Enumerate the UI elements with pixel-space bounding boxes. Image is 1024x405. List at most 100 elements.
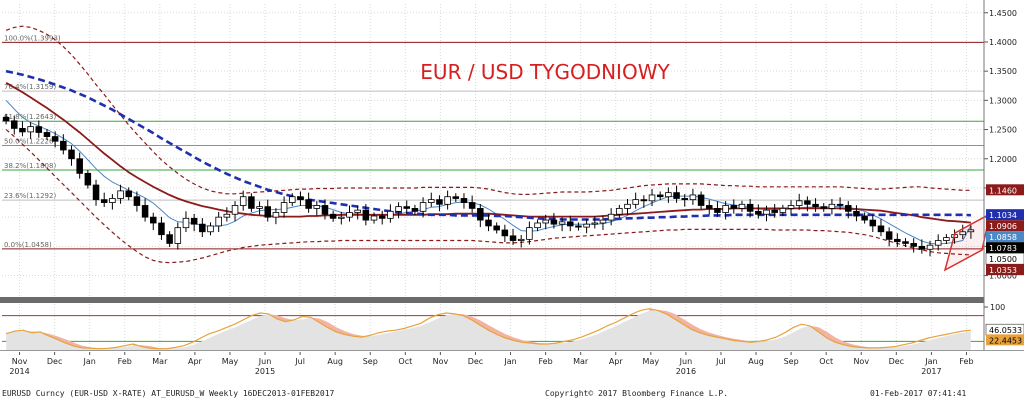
candle-body — [355, 210, 361, 212]
x-tick-label: Oct — [398, 357, 412, 366]
price-label-text: 1.0500 — [989, 255, 1017, 264]
candle-body — [265, 207, 271, 218]
x-tick-label: Apr — [609, 357, 624, 366]
candle-body — [731, 205, 737, 208]
y-tick-label: 1.4000 — [989, 38, 1017, 47]
chart-title: EUR / USD TYGODNIOWY — [420, 60, 670, 84]
footer-center: Copyright© 2017 Bloomberg Finance L.P. — [545, 389, 728, 398]
candle-body — [690, 195, 696, 200]
candle-body — [85, 173, 91, 185]
price-label-text: 46.0533 — [989, 326, 1022, 335]
candle-body — [461, 198, 467, 202]
fib-label: 38.2%(1.1808) — [4, 162, 56, 170]
year-label: 2015 — [255, 367, 275, 376]
candle-body — [903, 242, 909, 244]
candle-body — [216, 217, 222, 226]
candle-body — [641, 200, 647, 201]
candle-body — [428, 200, 434, 203]
candle-body — [388, 211, 394, 218]
candle-body — [706, 205, 712, 208]
candle-body — [167, 235, 173, 244]
candle-body — [592, 223, 598, 224]
price-label: 22.4453 — [986, 334, 1024, 345]
price-label: 1.0858 — [986, 231, 1024, 242]
candle-body — [412, 208, 418, 211]
candle-body — [110, 198, 116, 202]
price-labels: 1.14601.10341.09061.08581.07831.05001.03… — [986, 184, 1024, 345]
candle-body — [551, 220, 557, 224]
candle-body — [101, 200, 107, 203]
candle-body — [199, 224, 205, 232]
candle-body — [657, 195, 663, 197]
candle-body — [862, 216, 868, 220]
candle-body — [437, 200, 443, 205]
x-tick-label: May — [222, 357, 239, 366]
footer-left: EURUSD Curncy (EUR-USD X-RATE) AT_EURUSD… — [2, 389, 334, 398]
candle-body — [150, 217, 156, 223]
candle-body — [674, 193, 680, 199]
price-label-text: 1.0858 — [989, 233, 1017, 242]
candle-body — [649, 195, 655, 201]
y-tick-label: 1.3000 — [989, 96, 1017, 105]
candle-body — [11, 121, 17, 129]
candle-body — [330, 214, 336, 218]
price-label: 1.1034 — [986, 209, 1024, 220]
x-tick-label: Nov — [12, 357, 28, 366]
candle-body — [404, 207, 410, 209]
x-tick-label: Sep — [784, 357, 799, 366]
x-tick-label: May — [643, 357, 660, 366]
price-label-text: 1.1034 — [989, 211, 1017, 220]
candle-body — [159, 223, 165, 235]
price-label: 1.1460 — [986, 184, 1024, 195]
candle-body — [224, 214, 230, 217]
candle-body — [257, 207, 263, 209]
candle-body — [886, 232, 892, 240]
x-tick-label: Jan — [503, 357, 516, 366]
candle-body — [93, 185, 99, 200]
candle-body — [314, 205, 320, 208]
x-tick-label: Feb — [959, 357, 973, 366]
price-label-text: 1.0906 — [989, 222, 1017, 231]
candle-body — [715, 208, 721, 212]
candle-body — [134, 197, 140, 206]
candle-body — [666, 193, 672, 197]
candle-body — [837, 204, 843, 205]
candle-body — [36, 127, 42, 133]
candle-body — [625, 204, 631, 208]
candle-body — [69, 150, 75, 159]
oscillator-panel — [2, 309, 984, 350]
candle-body — [518, 239, 524, 240]
candle-body — [379, 216, 385, 218]
candle-body — [396, 207, 402, 212]
x-tick-label: Mar — [152, 357, 168, 366]
candle-body — [755, 211, 761, 214]
price-label: 1.0906 — [986, 220, 1024, 231]
candle-body — [420, 203, 426, 212]
candle-body — [453, 197, 459, 199]
candle-body — [44, 132, 50, 136]
candle-body — [322, 205, 328, 214]
candle-body — [919, 246, 925, 249]
x-tick-label: Jul — [715, 357, 726, 366]
x-tick-label: Oct — [819, 357, 833, 366]
candle-body — [878, 226, 884, 232]
candle-body — [567, 222, 573, 226]
candle-body — [944, 238, 950, 241]
candle-body — [28, 127, 34, 132]
candle-body — [608, 214, 614, 220]
fib-label: 23.6%(1.1292) — [4, 192, 56, 200]
candle-body — [183, 218, 189, 227]
candle-body — [829, 204, 835, 208]
candle-body — [281, 203, 287, 213]
year-label: 2016 — [676, 367, 696, 376]
candle-body — [469, 203, 475, 209]
candle-body — [347, 212, 353, 217]
candle-body — [486, 220, 492, 226]
candle-body — [723, 205, 729, 212]
candle-body — [502, 230, 508, 236]
price-label-text: 1.0353 — [989, 266, 1017, 275]
x-tick-label: Jun — [679, 357, 693, 366]
candle-body — [739, 204, 745, 208]
